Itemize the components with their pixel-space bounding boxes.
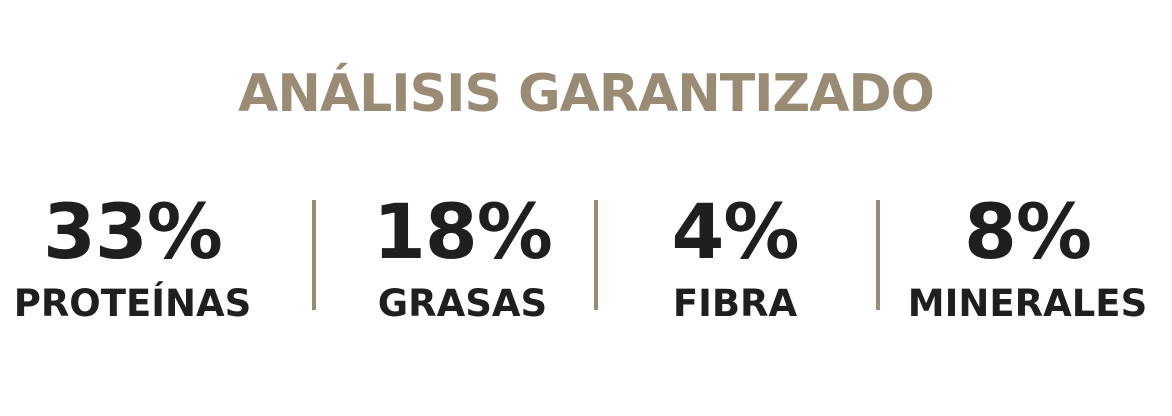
stat-label: GRASAS	[377, 282, 548, 325]
divider	[876, 200, 880, 310]
stat-minerales: 8% MINERALES	[900, 186, 1155, 328]
stat-value: 8%	[963, 187, 1092, 276]
page-title: ANÁLISIS GARANTIZADO	[238, 64, 935, 124]
stat-value: 33%	[43, 187, 223, 276]
stat-label: PROTEÍNAS	[13, 282, 252, 325]
stat-value: 18%	[373, 187, 553, 276]
stat-fibra: 4% FIBRA	[630, 186, 840, 328]
stat-grasas: 18% GRASAS	[350, 186, 575, 328]
stat-proteinas: 33% PROTEÍNAS	[10, 186, 255, 328]
stat-value: 4%	[671, 187, 799, 276]
divider	[312, 200, 316, 310]
divider	[594, 200, 598, 310]
stat-label: MINERALES	[907, 282, 1148, 325]
stat-label: FIBRA	[672, 282, 798, 325]
